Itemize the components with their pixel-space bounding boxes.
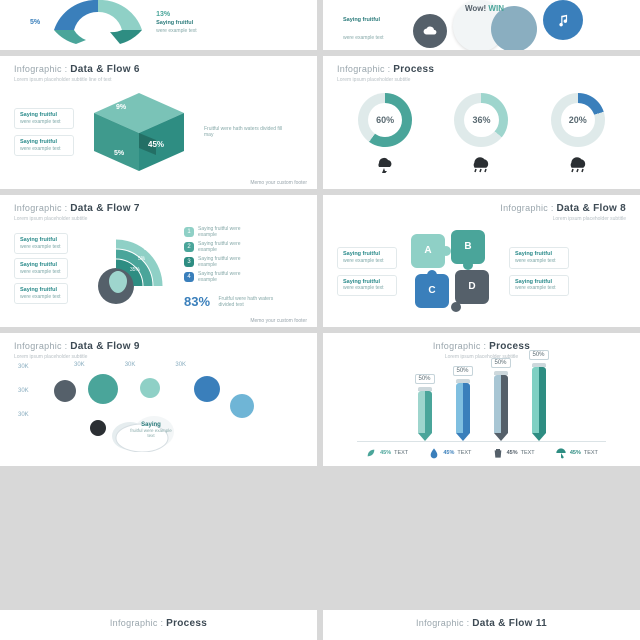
- pencil-bar: 50%: [416, 374, 434, 441]
- slide-process-pencils: Infographic : Process Lorem ipsum placeh…: [323, 333, 640, 466]
- list-item: 4Saying fruitful were example: [184, 271, 278, 283]
- callout: Saying fruitfulwere example text: [509, 275, 569, 296]
- callout: Saying fruitfulwere example text: [14, 258, 68, 279]
- svg-text:45%: 45%: [148, 140, 164, 149]
- footer: Memo your custom footer: [250, 180, 307, 186]
- svg-text:5%: 5%: [138, 256, 146, 262]
- slide-dataflow-8: Infographic : Data & Flow 8 Lorem ipsum …: [323, 195, 640, 328]
- svg-text:35%: 35%: [130, 267, 141, 273]
- slide-bottom-left: Infographic : Process: [0, 610, 317, 640]
- rain-icon: [566, 153, 590, 173]
- list-item: 3Saying fruitful were example: [184, 256, 278, 268]
- legend-item: 45%TEXT: [492, 447, 535, 459]
- leaf-icon: [365, 447, 377, 459]
- bubble: [194, 376, 220, 402]
- cube-3d: 9% 45% 5%: [84, 89, 194, 175]
- slide-top-left: 5% Saying 13% Saying fruitful were examp…: [0, 0, 317, 50]
- bubble: [140, 378, 160, 398]
- slide-dataflow-6: Infographic : Data & Flow 6 Lorem ipsum …: [0, 56, 317, 189]
- umbrella-icon: [555, 447, 567, 459]
- caption-sub: were example text: [156, 28, 197, 34]
- svg-text:9%: 9%: [116, 104, 127, 111]
- slide-bottom-right: Infographic : Data & Flow 11: [323, 610, 640, 640]
- pencil-bar: 50%: [492, 358, 510, 441]
- trash-icon: [492, 447, 504, 459]
- stat-83: 83%: [184, 294, 210, 309]
- callout: Saying fruitfulwere example text: [14, 233, 68, 254]
- donut-ring: 60%: [358, 93, 412, 147]
- svg-text:3%: 3%: [144, 246, 152, 252]
- tr-caption-sub: were example text: [343, 35, 384, 41]
- slide-process-donuts: Infographic : Process Lorem ipsum placeh…: [323, 56, 640, 189]
- bubble: [88, 374, 118, 404]
- pct-left: 5%: [30, 19, 40, 26]
- callout: Saying fruitfulwere example text: [14, 135, 74, 156]
- bubble: [54, 380, 76, 402]
- callout: Saying fruitfulwere example text: [509, 247, 569, 268]
- pencil-bar: 50%: [454, 366, 472, 441]
- legend-item: 45%TEXT: [555, 447, 598, 459]
- donut-ring: 36%: [454, 93, 508, 147]
- slide-dataflow-9: Infographic : Data & Flow 9 Lorem ipsum …: [0, 333, 317, 466]
- slide-top-right: Saying fruitful were example text Wow! W…: [323, 0, 640, 50]
- drop-icon: [428, 447, 440, 459]
- slide-dataflow-7: Infographic : Data & Flow 7 Lorem ipsum …: [0, 195, 317, 328]
- donut-ring: 20%: [551, 93, 605, 147]
- cloud-icon: [423, 24, 437, 38]
- caption-title: Saying fruitful: [156, 20, 197, 26]
- radial-arcs: 3% 5% 35%: [76, 226, 176, 312]
- puzzle-piece: A: [411, 234, 445, 268]
- storm-icon: [373, 153, 397, 173]
- music-icon: [556, 13, 570, 27]
- rain-icon: [469, 153, 493, 173]
- callout: Saying fruitfulwere example text: [337, 247, 397, 268]
- list-item: 1Saying fruitful were example: [184, 226, 278, 238]
- callout: Saying fruitfulwere example text: [14, 283, 68, 304]
- legend-item: 45%TEXT: [428, 447, 471, 459]
- legend-item: 45%TEXT: [365, 447, 408, 459]
- pct-right: 13%: [156, 11, 197, 18]
- pencil-bar: 50%: [530, 350, 548, 441]
- callout: Saying fruitfulwere example text: [337, 275, 397, 296]
- donut-partial: Saying: [48, 0, 148, 44]
- bubble: [230, 394, 254, 418]
- right-caption: Fruitful were hath waters divided fill m…: [204, 126, 284, 138]
- puzzle-piece: B: [451, 230, 485, 264]
- svg-text:5%: 5%: [114, 150, 125, 157]
- callout: Saying fruitfulwere example text: [14, 108, 74, 129]
- svg-text:Saying: Saying: [90, 21, 106, 27]
- puzzle-piece: D: [455, 270, 489, 304]
- list-item: 2Saying fruitful were example: [184, 241, 278, 253]
- tr-caption-title: Saying fruitful: [343, 17, 380, 23]
